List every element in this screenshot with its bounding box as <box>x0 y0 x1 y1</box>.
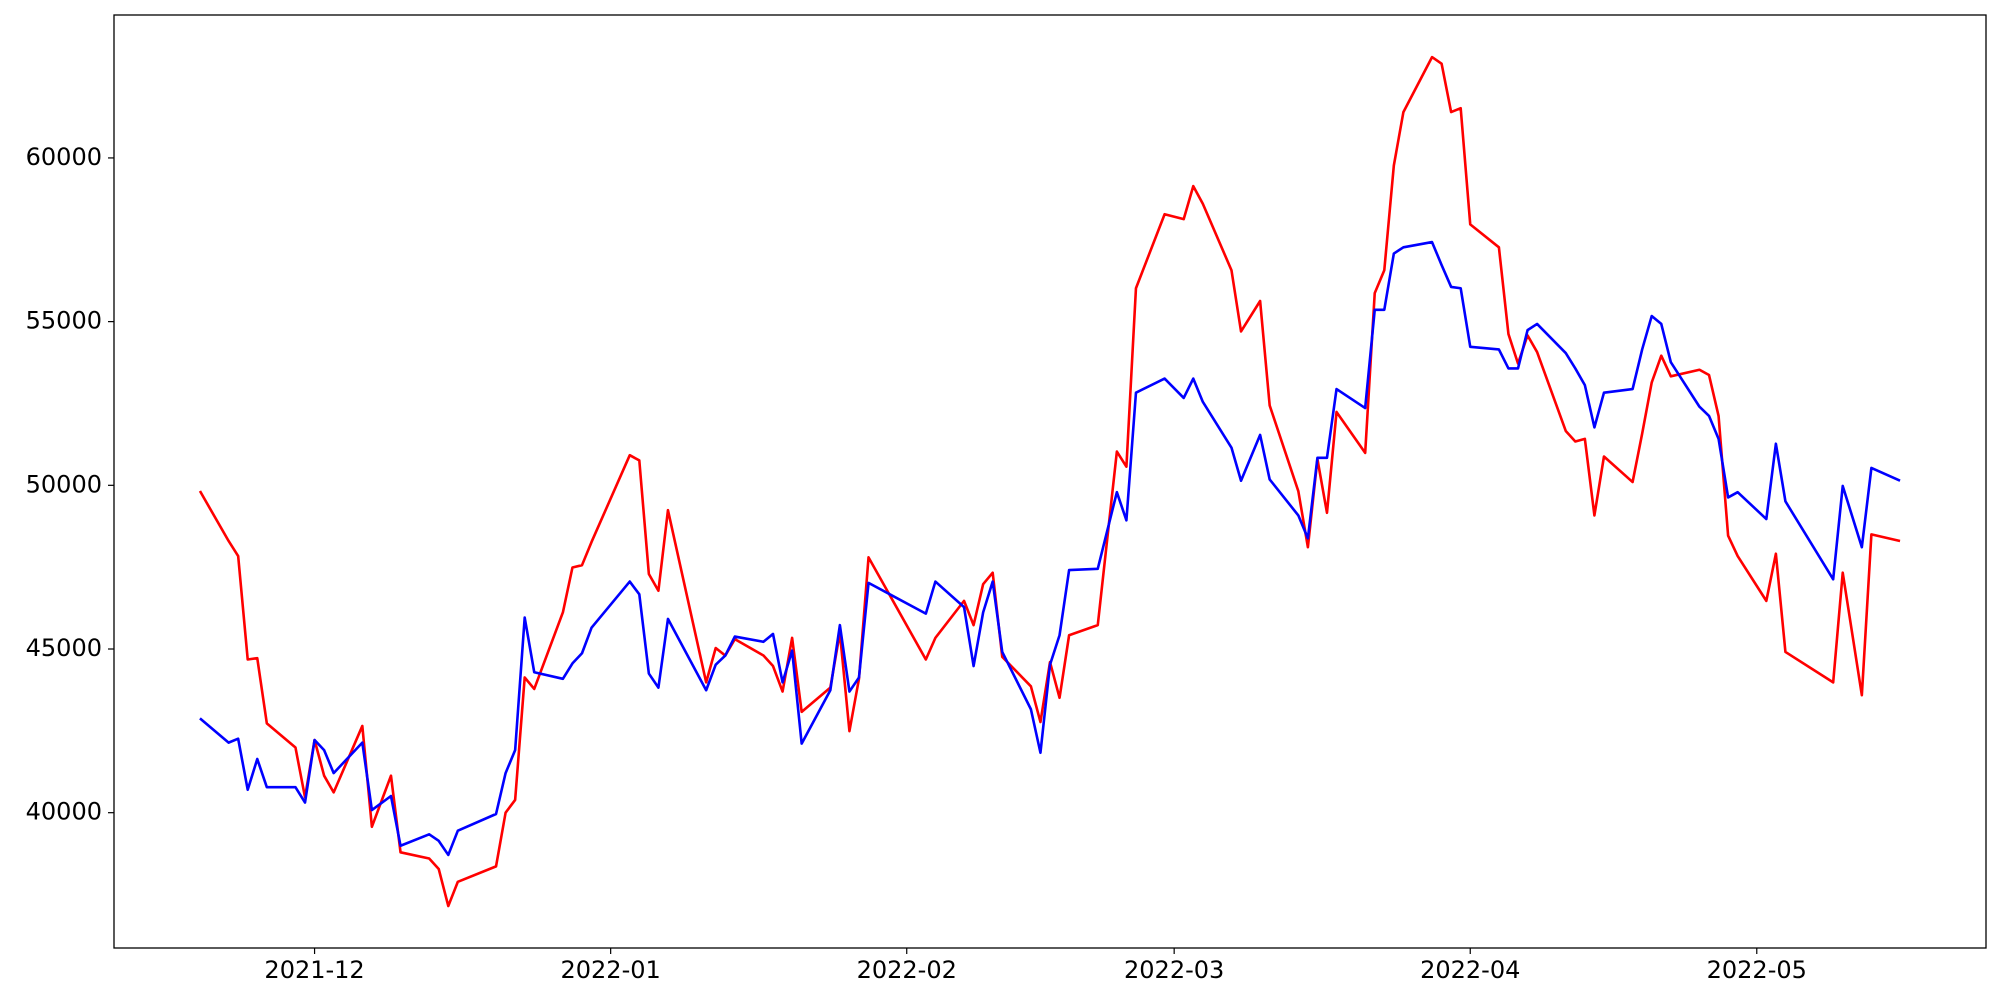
x-tick-label: 2021-12 <box>264 956 364 984</box>
series-line <box>198 55 1901 908</box>
y-tick-label: 45000 <box>26 634 102 662</box>
x-tick-label: 2022-05 <box>1707 956 1807 984</box>
x-tick-label: 2022-01 <box>561 956 661 984</box>
y-tick-label: 50000 <box>26 470 102 498</box>
y-tick-label: 40000 <box>26 798 102 826</box>
x-tick-label: 2022-03 <box>1124 956 1224 984</box>
plot-frame <box>113 14 1987 949</box>
y-tick-label: 55000 <box>26 307 102 335</box>
y-tick-label: 60000 <box>26 143 102 171</box>
x-tick-label: 2022-04 <box>1420 956 1520 984</box>
x-tick-label: 2022-02 <box>857 956 957 984</box>
series-line <box>199 240 1901 857</box>
